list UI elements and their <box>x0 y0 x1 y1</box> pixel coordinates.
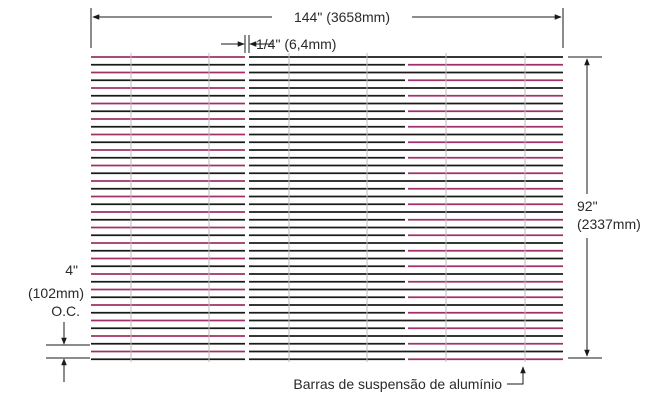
overall-width-dimension: 144" (3658mm) <box>90 8 564 48</box>
overall-width-label: 144" (3658mm) <box>294 9 390 25</box>
gap-label: 1/4" (6,4mm) <box>256 36 336 52</box>
support-bar-leader <box>507 366 526 385</box>
spacing-label-oc: O.C. <box>51 303 80 319</box>
spacing-label-mm: (102mm) <box>28 285 84 301</box>
slat-rows <box>91 56 563 361</box>
support-bar-label: Barras de suspensão de alumínio <box>293 376 502 392</box>
height-label-inches: 92" <box>577 198 598 214</box>
overall-height-dimension: 92" (2337mm) <box>568 56 641 359</box>
spacing-label-inches: 4" <box>65 262 78 278</box>
aluminum-support-bars <box>130 53 526 362</box>
gap-dimension: 1/4" (6,4mm) <box>221 35 336 53</box>
row-spacing-dimension: 4" (102mm) O.C. <box>28 262 90 382</box>
support-bar-callout: Barras de suspensão de alumínio <box>293 366 526 392</box>
height-label-mm: (2337mm) <box>577 216 641 232</box>
